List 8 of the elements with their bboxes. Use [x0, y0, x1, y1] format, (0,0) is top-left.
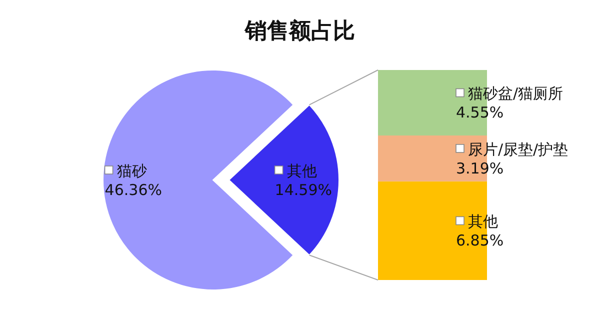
series-label: 猫砂盆/猫厕所	[468, 84, 564, 103]
data-label: 14.59%	[274, 181, 332, 199]
slice-label: 猫砂	[116, 162, 147, 180]
chart-title: 销售额占比	[244, 18, 355, 44]
slice-label: 其他	[286, 162, 317, 180]
data-label: 3.19%	[456, 159, 504, 178]
series-label: 尿片/尿垫/护垫	[468, 140, 568, 158]
data-label: 46.36%	[104, 181, 162, 199]
